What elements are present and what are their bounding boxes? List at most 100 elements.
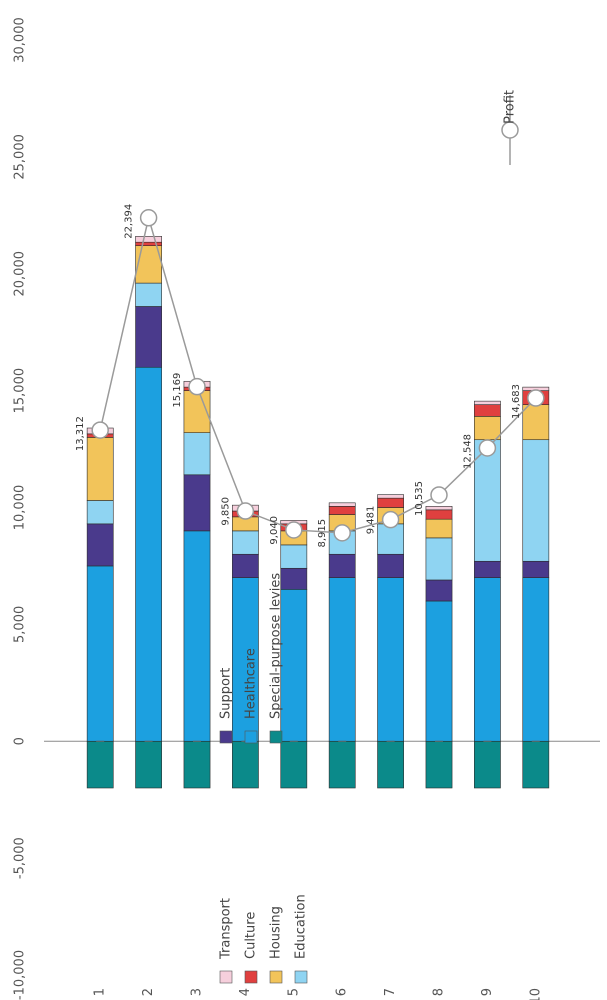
bar-segment [328, 506, 356, 515]
bar-segment [377, 740, 404, 789]
bar-segment [474, 577, 501, 742]
bar-segment [328, 553, 356, 578]
bar-segment [135, 306, 162, 368]
bar-segment [425, 600, 453, 742]
bar-segment [280, 544, 308, 569]
category-label: 9 [480, 988, 495, 996]
bar-segment [86, 437, 114, 501]
bar-segment [522, 577, 550, 742]
bar-segment [328, 577, 356, 742]
profit-point [430, 486, 448, 504]
category-label: 3 [190, 988, 205, 996]
bar-segment [425, 537, 453, 581]
profit-line-path [99, 217, 537, 534]
category-label: 7 [383, 988, 398, 996]
profit-data-label: 12,548 [462, 434, 473, 469]
bar-segment [522, 560, 550, 578]
bar-segment [377, 497, 404, 508]
profit-point [527, 389, 545, 407]
bar-segment [183, 530, 211, 742]
profit-data-label: 9,040 [269, 516, 280, 545]
bar-segment [328, 740, 356, 789]
bar-segment [183, 474, 211, 532]
profit-data-label: 9,481 [366, 506, 377, 535]
bar-segment [474, 400, 501, 405]
bar-segment [522, 740, 550, 789]
bar-segment [425, 506, 453, 511]
bar-segment [474, 416, 501, 441]
bars [86, 236, 550, 789]
category-label: 2 [141, 988, 156, 996]
bar-segment [474, 439, 501, 562]
value-tick-label: 5,000 [13, 606, 28, 643]
profit-data-label: 15,169 [172, 373, 183, 408]
profit-point [381, 510, 400, 529]
bar-segment [522, 439, 550, 562]
category-label: 8 [432, 988, 447, 996]
bar-segment [377, 553, 404, 578]
category-label: 4 [238, 988, 253, 996]
value-tick-label: 30,000 [13, 17, 28, 63]
bar-segment [232, 553, 259, 578]
bar-segment [474, 740, 501, 789]
bar-segment [232, 577, 259, 742]
profit-data-label: 8,915 [317, 519, 328, 548]
category-label: 10 [528, 988, 543, 1000]
profit-line: 13,312 22,394 15,169 9,850 9,040 8,915 9,481 10… [75, 204, 545, 548]
value-tick-label: 0 [13, 737, 28, 745]
value-tick-label: 10,000 [13, 485, 28, 531]
bar-segment [522, 404, 550, 441]
bar-segment [86, 523, 114, 567]
bar-segment [474, 560, 501, 578]
profit-data-label: 14,683 [511, 384, 522, 419]
profit-legend: Profit [501, 90, 519, 165]
bar-segment [425, 509, 453, 520]
value-tick-label: -5,000 [13, 837, 28, 879]
bar-segment [183, 390, 211, 434]
profit-point [188, 377, 206, 396]
bar-segment [377, 523, 404, 555]
profit-point [285, 521, 303, 539]
bar-segment [135, 740, 162, 789]
bar-segment [86, 565, 114, 742]
bar-segment [183, 432, 211, 476]
bar-segment [135, 366, 162, 742]
bar-segment [183, 740, 211, 789]
profit-point [139, 209, 158, 227]
value-tick-label: 25,000 [13, 134, 28, 180]
bar-segment [232, 530, 259, 555]
bar-segment [86, 740, 114, 789]
value-tick-label: -10,000 [13, 950, 28, 1000]
category-label: 1 [93, 988, 108, 996]
category-axis: 1 2 3 4 5 6 7 8 9 10 [93, 988, 544, 1000]
bar-segment [86, 500, 114, 525]
bar-segment [377, 577, 404, 742]
bar-segment [135, 282, 162, 307]
profit-legend-marker [501, 121, 519, 139]
bar-segment [328, 502, 356, 507]
value-tick-label: 15,000 [13, 368, 28, 414]
profit-data-label: 10,535 [414, 481, 425, 516]
category-label: 5 [286, 988, 301, 996]
bar-segment [425, 518, 453, 539]
bar-segment [135, 241, 162, 247]
category-label: 6 [335, 988, 350, 996]
profit-point [333, 524, 351, 542]
bar-segment [425, 579, 453, 602]
profit-data-label: 22,394 [124, 204, 135, 239]
profit-point [91, 421, 109, 439]
profit-point [478, 439, 497, 457]
bar-segment [280, 589, 308, 742]
profit-legend-label: Profit [503, 90, 518, 124]
bar-segment [425, 740, 453, 789]
value-tick-label: 20,000 [13, 251, 28, 297]
profit-data-label: 9,850 [220, 497, 231, 526]
profit-data-label: 13,312 [75, 416, 86, 451]
bar-segment [280, 740, 308, 789]
bar-segment [377, 494, 404, 499]
bar-segment [280, 567, 308, 590]
bar-segment [232, 740, 259, 789]
profit-point [236, 502, 255, 520]
bar-segment [135, 236, 162, 243]
